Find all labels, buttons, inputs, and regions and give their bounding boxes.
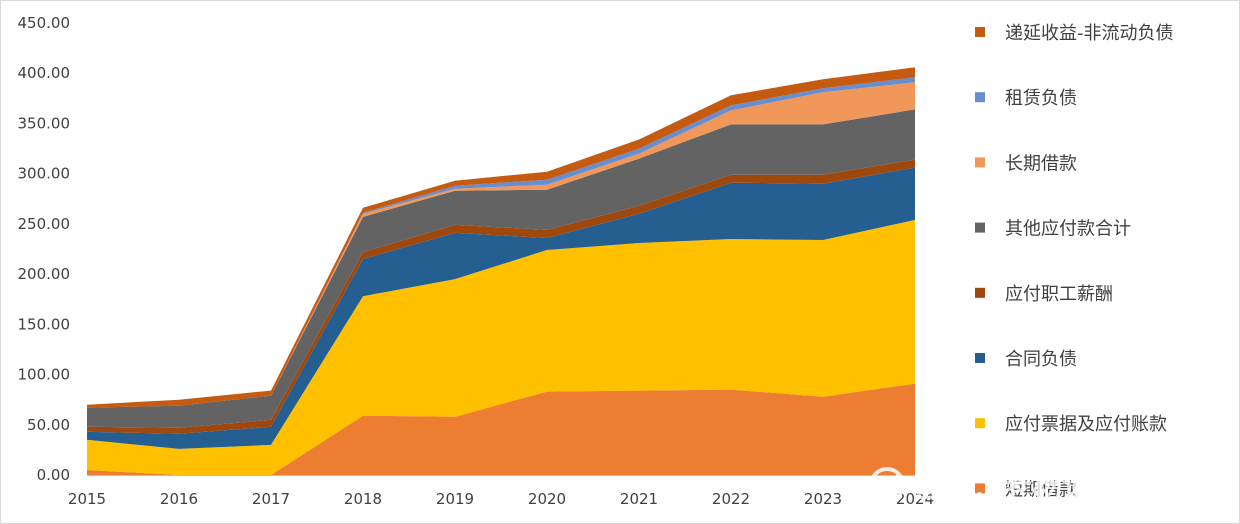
- legend-swatch: [975, 353, 985, 363]
- y-tick-label: 300.00: [18, 165, 71, 183]
- legend-label: 租赁负债: [1005, 88, 1077, 109]
- y-tick-label: 200.00: [18, 265, 71, 283]
- legend-label: 其他应付款合计: [1005, 219, 1131, 240]
- legend-swatch: [975, 483, 985, 494]
- watermark-text: 雪球：老杨说投资: [912, 470, 1152, 505]
- x-tick-label: 2015: [68, 490, 106, 508]
- area-series-5: [87, 109, 915, 428]
- y-tick-label: 450.00: [18, 14, 71, 32]
- y-tick-label: 0.00: [37, 466, 70, 484]
- legend-label: 长期借款: [1005, 153, 1077, 174]
- legend-label: 短期借款: [1005, 479, 1077, 500]
- legend-swatch: [975, 222, 985, 233]
- y-axis-ticks: 0.00 50.00 100.00 150.00 200.00 250.00 300.00 3…: [18, 14, 71, 484]
- y-tick-label: 400.00: [18, 64, 71, 82]
- y-tick-label: 350.00: [18, 114, 71, 132]
- watermark: 雪球：老杨说投资: [869, 467, 1152, 505]
- area-series-1: [87, 383, 915, 475]
- area-series-3: [87, 167, 915, 449]
- legend-label: 合同负债: [1005, 349, 1077, 370]
- x-tick-label: 2017: [252, 490, 290, 508]
- y-tick-label: 150.00: [18, 315, 71, 333]
- x-tick-label: 2016: [160, 490, 198, 508]
- legend-label: 递延收益-非流动负债: [1005, 23, 1174, 44]
- area-series-2: [87, 219, 915, 475]
- x-axis-ticks: 2015 2016 2017 2018 2019 2020 2021 2022 2023 2024: [68, 490, 934, 508]
- y-tick-label: 250.00: [18, 215, 71, 233]
- y-tick-label: 50.00: [27, 416, 70, 434]
- legend-swatch: [975, 287, 985, 298]
- legend-swatch: [975, 27, 985, 37]
- legend-swatch: [975, 92, 985, 103]
- legend-swatch: [975, 418, 985, 429]
- x-tick-label: 2019: [436, 490, 474, 508]
- x-tick-label: 2020: [528, 490, 566, 508]
- area-series-6: [87, 82, 915, 408]
- x-tick-label: 2023: [804, 490, 842, 508]
- x-tick-label: 2021: [620, 490, 658, 508]
- legend-label: 应付票据及应付账款: [1005, 414, 1167, 435]
- x-tick-label: 2022: [712, 490, 750, 508]
- x-tick-label: 2024: [896, 490, 934, 508]
- legend-label: 应付职工薪酬: [1005, 284, 1113, 305]
- y-tick-label: 100.00: [18, 366, 71, 384]
- x-tick-label: 2018: [344, 490, 382, 508]
- legend: 递延收益-非流动负债租赁负债长期借款其他应付款合计应付职工薪酬合同负债应付票据及…: [975, 23, 1174, 500]
- legend-swatch: [975, 157, 985, 168]
- snowball-logo-icon: [869, 467, 905, 503]
- area-series-group: [87, 67, 915, 475]
